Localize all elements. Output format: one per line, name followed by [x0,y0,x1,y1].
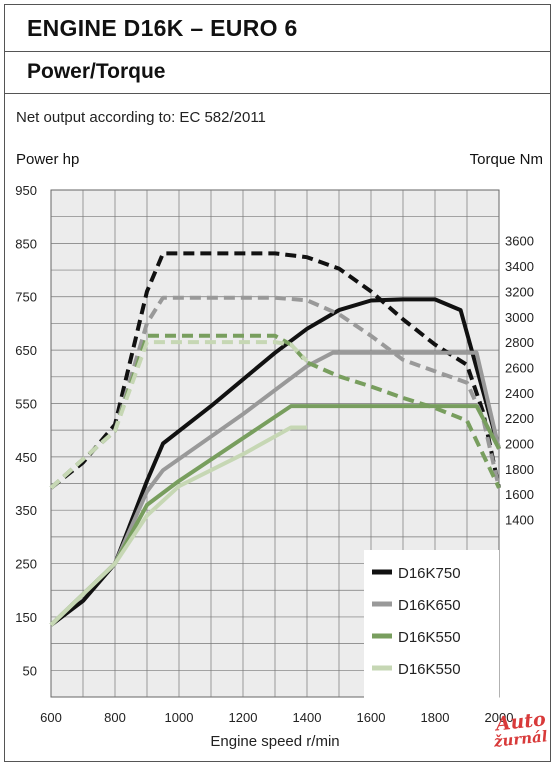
series-line-d16k650-power [49,350,501,627]
y-tick-label-right: 1400 [505,513,534,528]
y-tick-label-left: 150 [15,610,37,625]
y-tick-label-left: 450 [15,450,37,465]
legend-label: D16K550 [398,661,461,678]
page-title: ENGINE D16K – EURO 6 [4,4,551,52]
y-tick-label-right: 3000 [505,310,534,325]
chart-subtitle: Power/Torque [4,52,551,94]
y-tick-label-left: 350 [15,503,37,518]
series-line-d16k550-power [49,404,501,627]
series-line-d16k550-torque [49,340,309,490]
y-axis-left-label: Power hp [16,151,80,168]
legend-label: D16K650 [398,597,461,614]
legend-label: D16K550 [398,629,461,646]
legend-label: D16K750 [398,565,461,582]
series-line-d16k750-torque [49,251,501,490]
y-tick-label-left: 750 [15,290,37,305]
y-tick-label-right: 2000 [505,437,534,452]
y-tick-label-left: 650 [15,343,37,358]
y-tick-label-left: 250 [15,557,37,572]
y-tick-label-right: 1800 [505,462,534,477]
output-note: Net output according to: EC 582/2011 [16,109,266,126]
y-axis-right-label: Torque Nm [469,151,543,168]
y-tick-label-right: 2800 [505,335,534,350]
x-tick-label: 1400 [293,710,322,725]
y-tick-label-right: 3600 [505,234,534,249]
y-tick-label-right: 3200 [505,284,534,299]
x-axis-label: Engine speed r/min [210,733,339,750]
legend-box [364,550,499,698]
x-tick-label: 800 [104,710,126,725]
y-tick-label-left: 50 [23,663,37,678]
auto-zurnal-logo: Auto žurnál [492,708,548,750]
y-tick-label-right: 3400 [505,259,534,274]
series-line-d16k550-power [49,425,307,627]
y-tick-label-right: 2200 [505,411,534,426]
x-tick-label: 1200 [229,710,258,725]
y-tick-label-right: 1600 [505,487,534,502]
series-line-d16k650-torque [49,295,501,490]
x-tick-label: 600 [40,710,62,725]
x-tick-label: 1600 [357,710,386,725]
x-tick-label: 2000 [485,710,514,725]
y-tick-label-left: 550 [15,396,37,411]
x-tick-label: 1800 [421,710,450,725]
x-tick-label: 1000 [165,710,194,725]
y-tick-label-left: 850 [15,236,37,251]
y-tick-label-left: 950 [15,183,37,198]
y-tick-label-right: 2400 [505,386,534,401]
y-tick-label-right: 2600 [505,360,534,375]
